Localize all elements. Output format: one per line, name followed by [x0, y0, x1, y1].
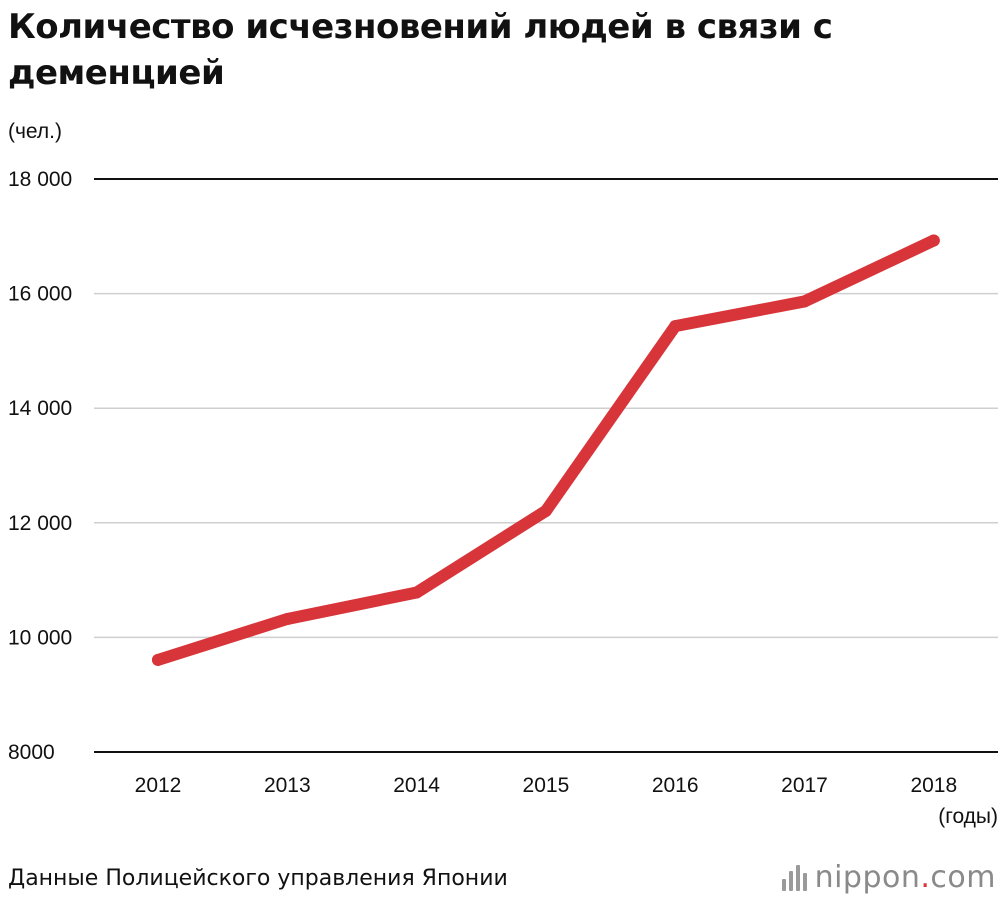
y-axis-unit-label: (чел.)	[8, 120, 62, 143]
x-axis-ticks: 2012 2013 2014 2015 2016 2017 2018	[135, 774, 958, 797]
y-tick-label: 16 000	[8, 283, 72, 306]
nippon-bars-icon	[781, 864, 807, 891]
x-tick-label: 2018	[910, 774, 957, 797]
x-tick-label: 2012	[135, 774, 182, 797]
chart-title: Количество исчезновений людей в связи с …	[8, 7, 833, 93]
x-tick-label: 2015	[523, 774, 570, 797]
y-tick-label: 8000	[8, 741, 55, 764]
y-tick-label: 10 000	[8, 626, 72, 649]
brand-name: nippon	[814, 860, 921, 895]
brand-dot: .	[920, 860, 931, 895]
y-axis-ticks: 8000 10 000 12 000 14 000 16 000 18 000	[8, 168, 72, 764]
y-tick-label: 14 000	[8, 397, 72, 420]
x-axis-unit-label: (годы)	[938, 805, 998, 828]
x-tick-label: 2013	[264, 774, 311, 797]
data-point-2016	[669, 320, 682, 333]
source-note: Данные Полицейского управления Японии	[8, 866, 508, 891]
data-point-2013	[281, 612, 294, 625]
y-tick-label: 12 000	[8, 512, 72, 535]
nippon-logo[interactable]: nippon. com	[781, 860, 996, 895]
data-point-2015	[539, 504, 552, 517]
series-line	[152, 234, 940, 666]
data-point-2012	[152, 653, 164, 666]
x-tick-label: 2016	[652, 774, 699, 797]
data-point-2018	[927, 234, 940, 247]
brand-suffix: com	[930, 860, 996, 895]
gridlines	[94, 178, 998, 753]
data-point-2017	[798, 295, 811, 308]
x-tick-label: 2017	[781, 774, 828, 797]
y-tick-label: 18 000	[8, 168, 72, 191]
data-point-2014	[410, 586, 423, 599]
data-series	[152, 234, 940, 666]
x-tick-label: 2014	[393, 774, 440, 797]
